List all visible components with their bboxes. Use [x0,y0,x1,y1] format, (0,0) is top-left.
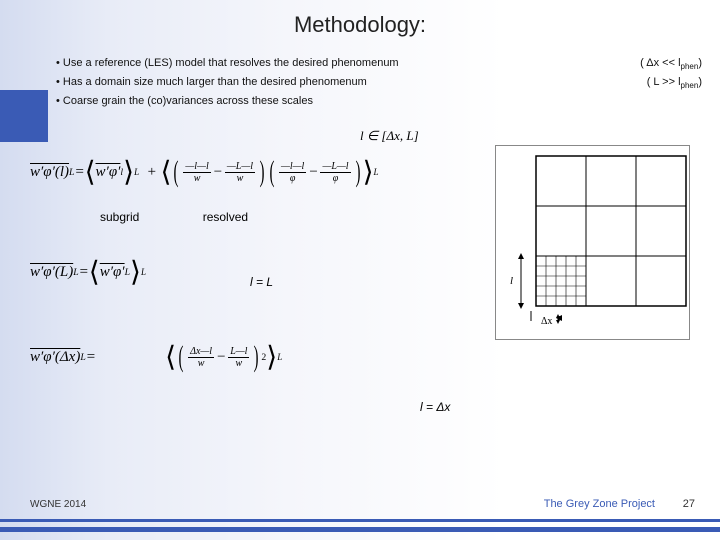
footer-left: WGNE 2014 [30,499,86,510]
sidebar-accent-block [0,90,48,142]
grid-svg: l Δx [496,146,691,341]
equation-labels: subgrid resolved [100,210,248,224]
bullet-item: • Coarse grain the (co)variances across … [56,93,702,110]
resolved-label: resolved [203,210,248,224]
page-number: 27 [683,498,695,510]
footer-rule-thin [0,519,720,522]
subgrid-label: subgrid [100,210,139,224]
equation-2-label: l = L [250,275,273,289]
bullet-item: • Has a domain size much larger than the… [56,74,702,91]
bullet-text: Has a domain size much larger than the d… [63,76,367,88]
bullet-item: • Use a reference (LES) model that resol… [56,55,702,72]
bullet-text: Coarse grain the (co)variances across th… [63,95,313,107]
slide-title: Methodology: [0,12,720,38]
bullet-list: • Use a reference (LES) model that resol… [56,55,702,112]
equation-2: w′φ′(L)L = ⟨ w′φ′L ⟩L [30,255,146,289]
footer-rule-thick [0,527,720,532]
equation-3-label: l = Δx [420,400,450,414]
bullet-condition: ( Δx << lphen) [640,55,702,74]
bullet-text: Use a reference (LES) model that resolve… [63,57,399,69]
footer-project: The Grey Zone Project [544,498,655,510]
dx-axis-label: Δx [541,316,552,327]
equation-1: w′φ′(l)L = ⟨ w′φ′l ⟩L + ⟨ ( —l—lw − —L—l… [30,155,490,189]
bullet-condition: ( L >> lphen) [647,74,702,93]
grid-diagram: l Δx [495,145,690,340]
scale-indicator: l ∈ [Δx, L] [360,128,419,144]
l-axis-label: l [510,275,513,287]
equation-3: w′φ′(Δx)L = ⟨w′φ′⟩ ⟨ ( Δx—lw − L—lw )2 ⟩… [30,340,282,374]
